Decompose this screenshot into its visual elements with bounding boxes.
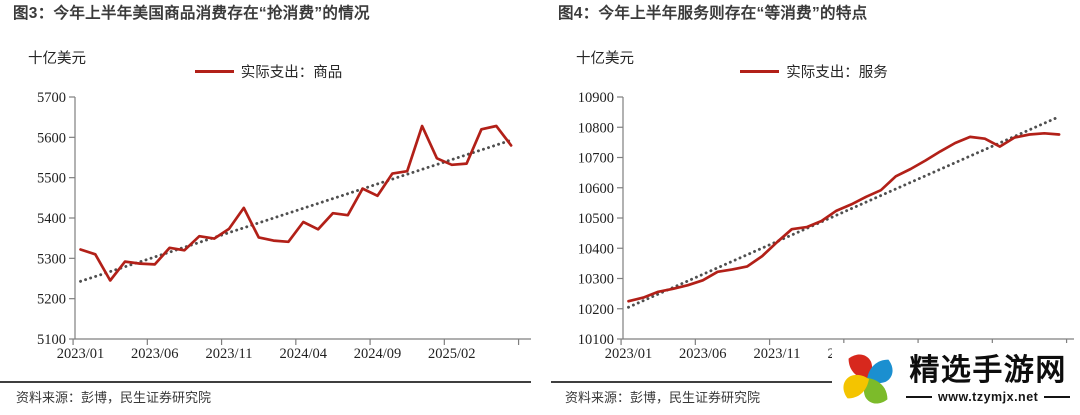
watermark-site-name: 精选手游网 <box>909 354 1067 387</box>
red-line-swatch-icon <box>740 70 780 73</box>
dash-rule-icon <box>1044 395 1071 399</box>
watermark-url-row: www.tzymjx.net <box>906 390 1071 404</box>
goods-consumption-line-chart: 5100 5200 5300 5400 5500 5600 5700 2023/01 2023/… <box>37 90 531 362</box>
goods-y-axis-unit: 十亿美元 <box>28 51 86 67</box>
y-axis-label: 5600 <box>37 130 66 146</box>
pinwheel-petal <box>843 374 869 399</box>
services-chart-panel: 图4：今年上半年服务则存在“等消费”的特点 十亿美元 实际支出：服务 10100… <box>548 0 1080 415</box>
dash-rule-icon <box>906 395 932 399</box>
x-axis-label: 2024/09 <box>354 346 402 362</box>
y-axis-label: 10300 <box>578 272 614 288</box>
watermark-site-url: www.tzymjx.net <box>938 390 1039 404</box>
y-axis-label: 10500 <box>578 211 614 227</box>
x-axis-label: 2023/01 <box>57 346 105 362</box>
y-axis-label: 10700 <box>578 151 614 167</box>
y-axis-label: 5500 <box>37 171 66 187</box>
x-axis-label: 2023/01 <box>605 346 653 362</box>
y-axis-label: 5700 <box>37 90 66 106</box>
trend-line <box>79 138 513 283</box>
y-axis-label: 5400 <box>37 211 66 227</box>
goods-legend: 实际支出：商品 <box>0 61 537 82</box>
pinwheel-logo-icon <box>843 354 893 404</box>
watermark-text-block: 精选手游网 www.tzymjx.net <box>906 354 1071 404</box>
services-chart-title: 图4：今年上半年服务则存在“等消费”的特点 <box>558 5 868 22</box>
data-line <box>79 124 513 282</box>
y-axis-label: 5200 <box>37 292 66 308</box>
pinwheel-petal <box>848 354 873 380</box>
services-y-axis-unit: 十亿美元 <box>576 51 634 67</box>
goods-chart-title: 图3：今年上半年美国商品消费存在“抢消费”的情况 <box>13 5 370 22</box>
data-line <box>627 131 1061 303</box>
goods-legend-label: 实际支出：商品 <box>240 65 343 81</box>
y-axis-label: 10100 <box>578 332 614 348</box>
y-axis-label: 10200 <box>578 302 614 318</box>
services-consumption-line-chart: 10100 10200 10300 10400 10500 10600 10700 10800… <box>578 90 1074 362</box>
site-watermark: 精选手游网 www.tzymjx.net <box>832 343 1080 415</box>
services-source-note: 资料来源：彭博，民生证券研究院 <box>551 381 1080 406</box>
x-axis-label: 2025/02 <box>428 346 476 362</box>
services-legend: 实际支出：服务 <box>548 61 1080 82</box>
trend-line <box>627 115 1061 309</box>
goods-source-note: 资料来源：彭博，民生证券研究院 <box>0 381 531 406</box>
y-axis-label: 10600 <box>578 181 614 197</box>
axis-lines <box>74 97 531 340</box>
x-axis-label: 2023/11 <box>754 346 801 362</box>
x-axis-label: 2023/06 <box>131 346 179 362</box>
goods-chart-panel: 图3：今年上半年美国商品消费存在“抢消费”的情况 十亿美元 实际支出：商品 51… <box>0 0 537 415</box>
services-legend-label: 实际支出：服务 <box>786 65 888 81</box>
pinwheel-petal <box>863 378 888 404</box>
x-axis-label: 2023/11 <box>206 346 253 362</box>
y-axis-label: 10800 <box>578 120 614 136</box>
red-line-swatch-icon <box>194 70 234 73</box>
y-axis-label: 5300 <box>37 251 66 267</box>
y-axis-label: 10900 <box>578 90 614 106</box>
y-axis-label: 10400 <box>578 241 614 257</box>
y-axis-label: 5100 <box>37 332 66 348</box>
x-axis-label: 2024/04 <box>279 346 327 362</box>
axis-lines <box>622 97 1074 340</box>
pinwheel-petal <box>867 359 893 384</box>
x-axis-label: 2023/06 <box>679 346 727 362</box>
